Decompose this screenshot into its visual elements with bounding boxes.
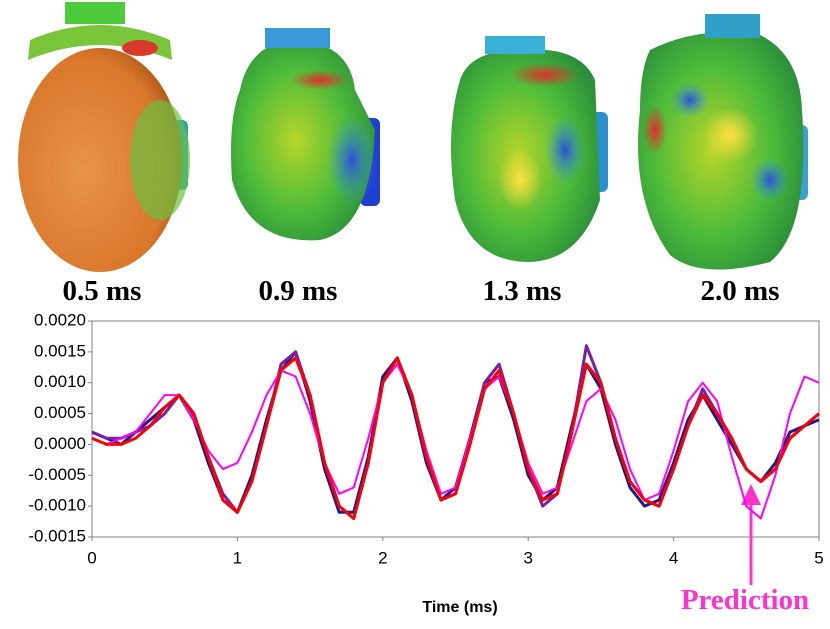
plot-frame xyxy=(91,320,820,538)
x-axis-title: Time (ms) xyxy=(422,599,497,616)
panel-label: 0.9 ms xyxy=(259,275,338,307)
y-tick-label: 0.0005 xyxy=(34,403,86,422)
panel-label: 2.0 ms xyxy=(701,275,780,307)
x-tick-label: 3 xyxy=(523,548,532,567)
x-tick-label: 4 xyxy=(669,548,678,567)
x-tick-label: 0 xyxy=(87,548,96,567)
annotation: Prediction xyxy=(681,584,809,616)
panel-label: 1.3 ms xyxy=(483,275,562,307)
x-tick-label: 1 xyxy=(233,548,242,567)
y-tick-label: -0.0010 xyxy=(28,496,86,515)
y-tick-label: 0.0020 xyxy=(34,310,86,329)
y-tick-label: -0.0015 xyxy=(28,526,86,545)
series-line xyxy=(91,356,820,520)
series-line xyxy=(91,363,820,520)
shape-renderings xyxy=(18,2,808,272)
x-tick-label: 2 xyxy=(378,548,387,567)
panel-label: 0.5 ms xyxy=(63,275,142,307)
y-tick-label: -0.0005 xyxy=(28,465,86,484)
y-tick-label: 0.0000 xyxy=(34,434,86,453)
y-tick-label: 0.0015 xyxy=(34,341,86,360)
annotation-arrowhead xyxy=(741,484,761,505)
x-tick-label: 5 xyxy=(814,548,823,567)
y-tick-label: 0.0010 xyxy=(34,372,86,391)
